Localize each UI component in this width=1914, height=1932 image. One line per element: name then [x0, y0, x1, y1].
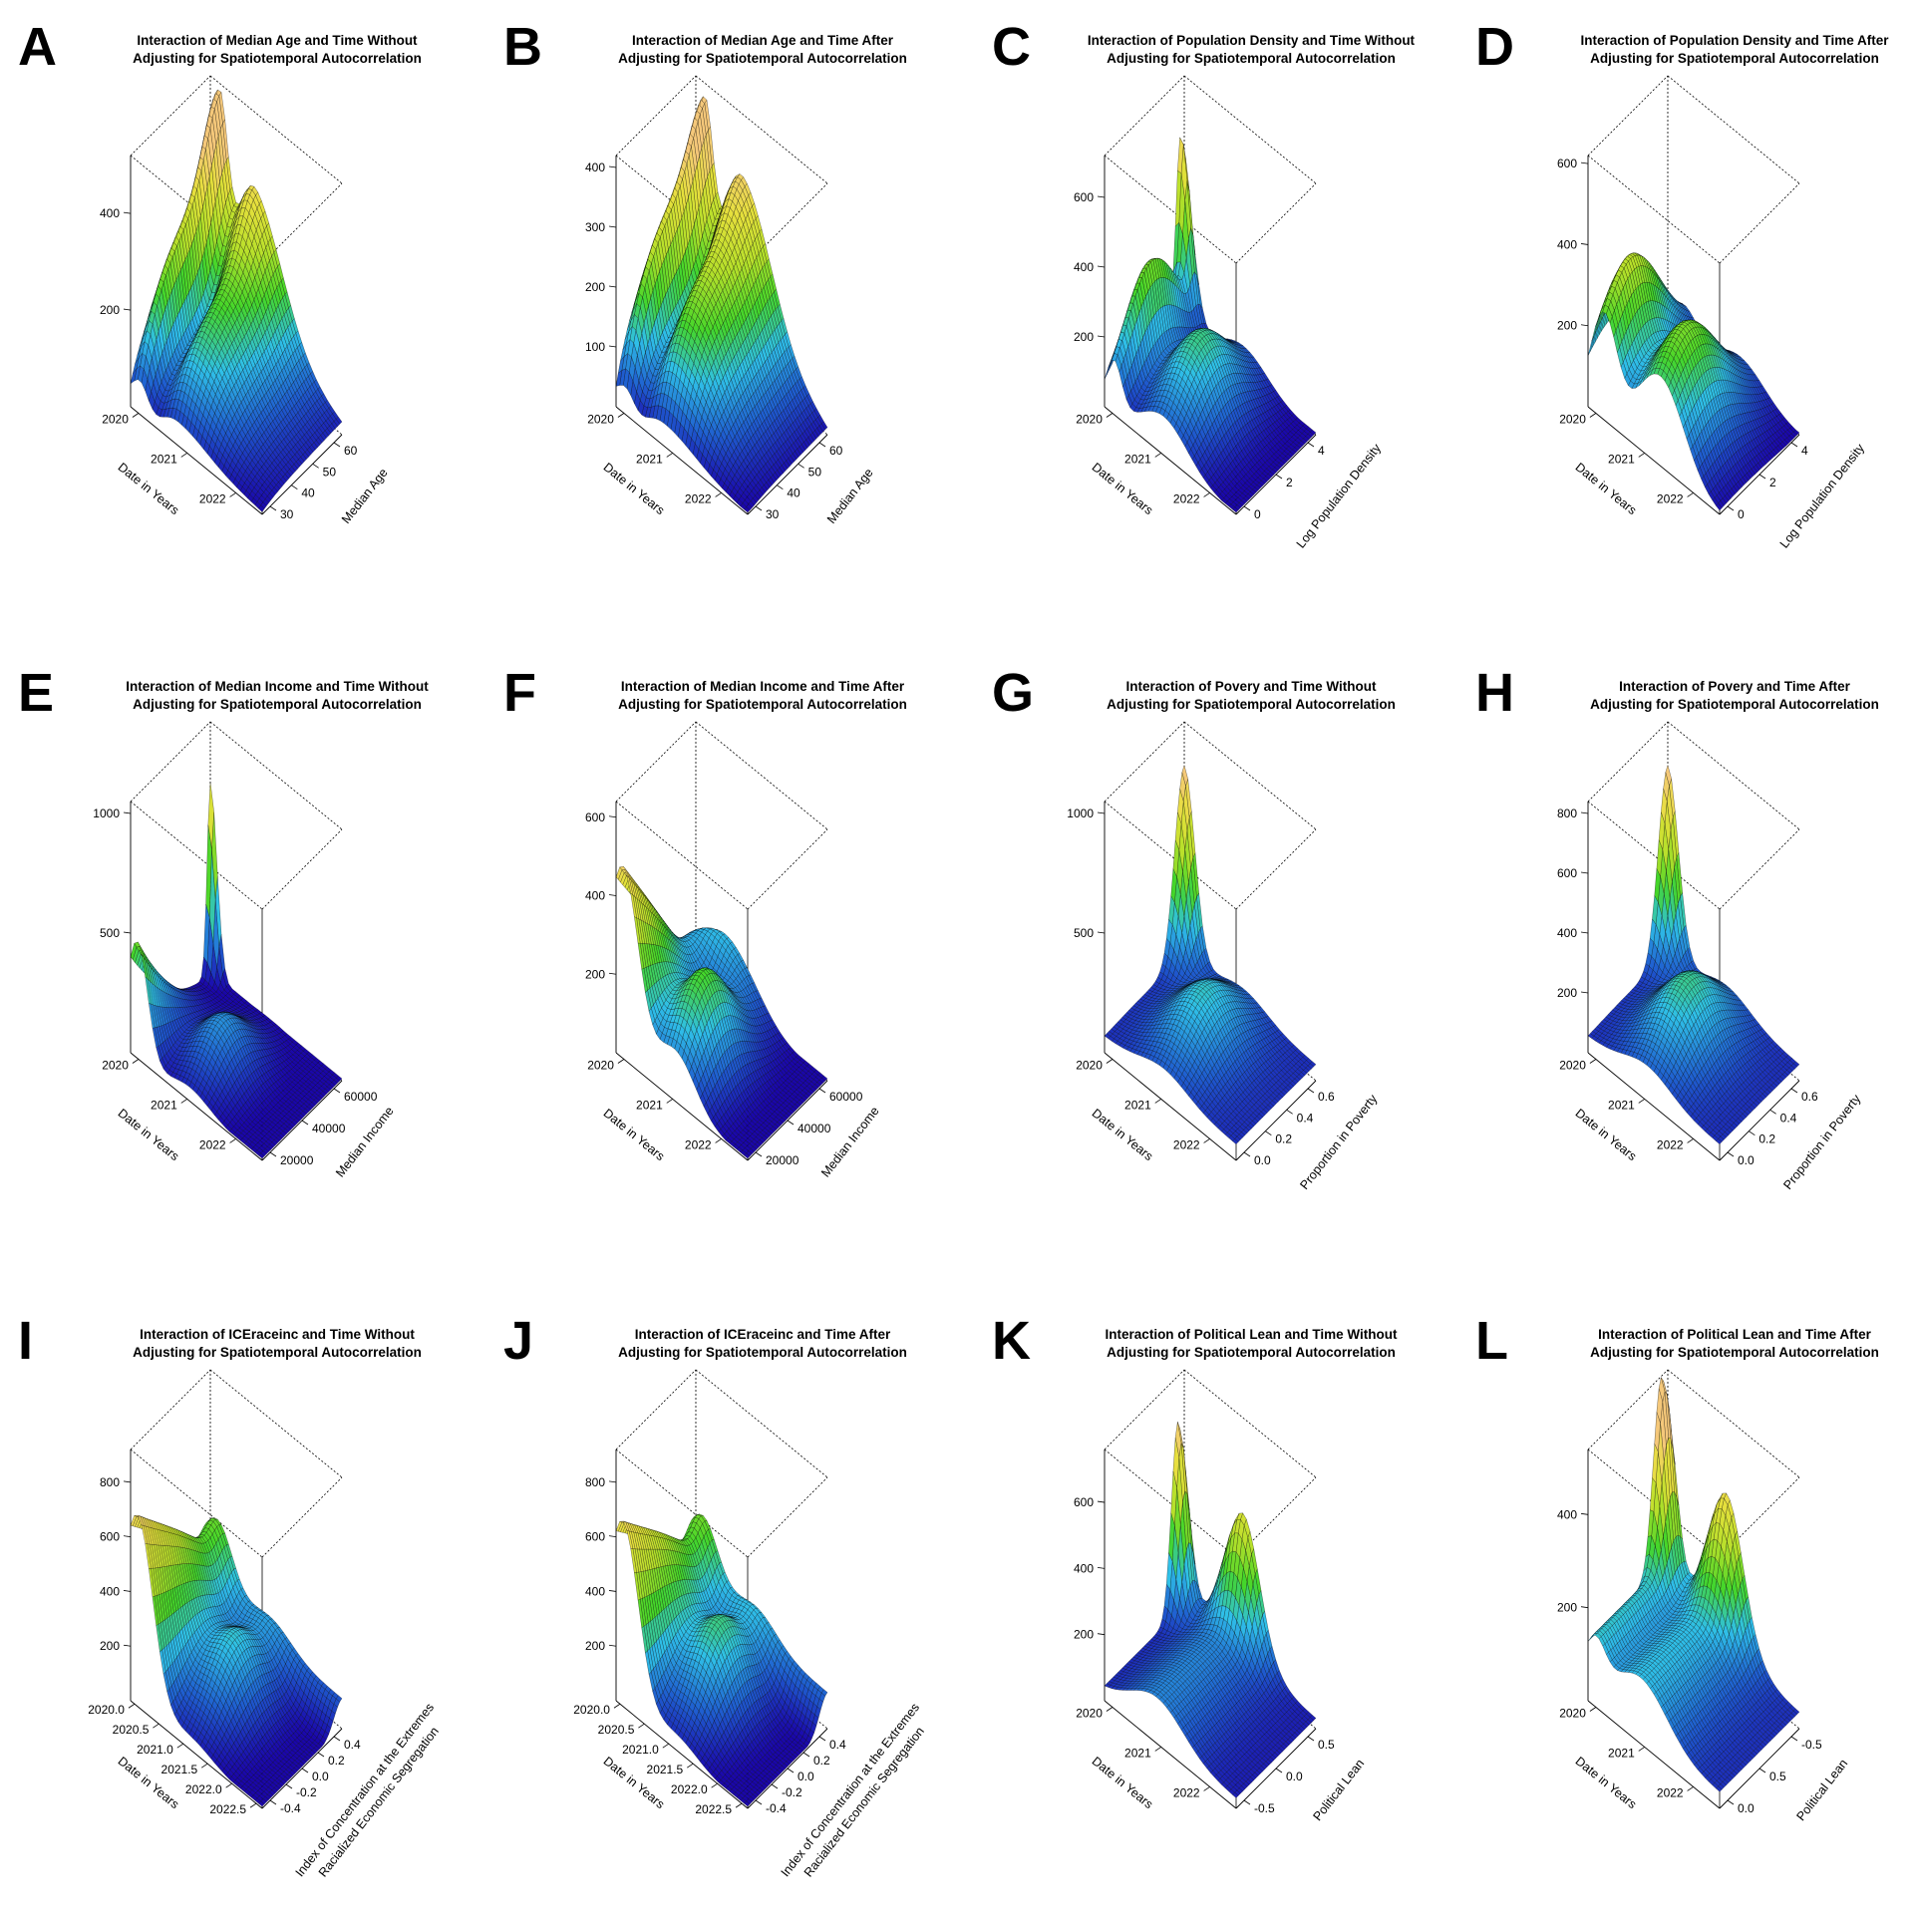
y-tick-label: 0 [1254, 507, 1261, 521]
x-tick [618, 413, 624, 417]
y-tick-label: 50 [808, 465, 822, 479]
z-tick-label: 200 [100, 303, 120, 317]
z-tick-label: 200 [585, 280, 605, 294]
box-back-edge [616, 76, 696, 156]
surface-mesh [1588, 253, 1799, 510]
y-tick [1276, 475, 1282, 479]
x-tick [230, 492, 236, 496]
y-tick [1244, 506, 1250, 510]
z-tick-label: 400 [585, 161, 605, 174]
surface-plot: 2020 2021 2022 Date in Years 30 40 50 60 Median … [18, 20, 496, 638]
z-tick [124, 309, 131, 310]
y-tick [1308, 443, 1314, 447]
z-tick [1098, 336, 1105, 337]
y-tick [270, 506, 276, 510]
box-back-edge [210, 76, 342, 183]
x-axis-label: Date in Years [116, 460, 182, 517]
x-tick [1107, 413, 1113, 417]
z-tick [1098, 266, 1105, 267]
y-tick-label: 40 [301, 486, 315, 500]
x-tick [133, 413, 139, 417]
box-back-edge [696, 76, 827, 183]
box-back-edge [1668, 76, 1799, 183]
z-tick [124, 212, 131, 213]
z-tick-label: 200 [1074, 330, 1094, 344]
y-tick-label: 60 [829, 444, 843, 458]
z-tick [609, 346, 616, 347]
z-tick-label: 300 [585, 220, 605, 234]
box-back-edge [1720, 183, 1799, 263]
box-back-edge [131, 76, 210, 156]
surface-facet [1105, 362, 1111, 379]
z-tick-label: 600 [1074, 190, 1094, 204]
y-tick [313, 464, 319, 468]
box-back-edge [1588, 76, 1668, 156]
surface-mesh [131, 90, 342, 511]
box-back-edge [1588, 156, 1720, 263]
y-tick-label: 2 [1286, 476, 1293, 489]
z-tick-label: 400 [1074, 260, 1094, 274]
y-tick-label: 60 [344, 444, 358, 458]
box-back-edge [1236, 183, 1316, 263]
x-tick-label: 2020 [1076, 412, 1103, 426]
box-back-edge [1184, 76, 1316, 183]
x-tick-label: 2021 [1124, 452, 1151, 466]
z-tick [609, 226, 616, 227]
y-tick-label: 40 [787, 486, 800, 500]
y-tick [819, 443, 825, 447]
surface-mesh [616, 97, 827, 512]
y-axis-label: Median Age [824, 466, 876, 526]
y-tick [291, 485, 297, 489]
y-tick-label: 30 [766, 507, 780, 521]
x-tick-label: 2022 [685, 491, 712, 505]
x-tick [1204, 492, 1210, 496]
z-tick-label: 100 [585, 340, 605, 354]
y-tick [334, 443, 340, 447]
y-tick [798, 464, 804, 468]
surface-plot: 2020 2021 2022 Date in Years 30 40 50 60 Median … [503, 20, 982, 638]
box-back-edge [1105, 76, 1184, 156]
y-axis-label: Median Age [339, 466, 391, 526]
y-tick [756, 506, 762, 510]
box-back-edge [1105, 156, 1236, 263]
x-axis-label: Date in Years [601, 460, 668, 517]
x-axis-label: Date in Years [1090, 460, 1156, 517]
x-tick-label: 2021 [636, 452, 663, 466]
x-tick-label: 2022 [199, 491, 226, 505]
y-tick-label: 30 [280, 507, 294, 521]
x-tick [716, 492, 722, 496]
z-tick-label: 400 [100, 206, 120, 220]
x-tick [667, 453, 673, 457]
y-tick-label: 50 [323, 465, 337, 479]
x-tick-label: 2020 [587, 412, 614, 426]
y-tick-label: 4 [1318, 444, 1325, 458]
x-tick-label: 2022 [1173, 491, 1200, 505]
x-tick [1155, 453, 1161, 457]
z-tick [1098, 196, 1105, 197]
y-axis-label: Log Population Density [1294, 441, 1385, 551]
x-tick-label: 2020 [102, 412, 129, 426]
z-tick [609, 286, 616, 287]
y-tick [777, 485, 783, 489]
x-tick-label: 2021 [151, 452, 177, 466]
z-tick [609, 166, 616, 167]
x-tick [181, 453, 187, 457]
